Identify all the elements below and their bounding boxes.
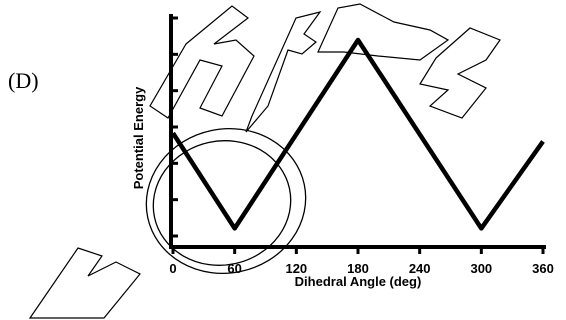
axes: 0 60 120 180 240 300 360 — [169, 14, 554, 276]
watermark-letter-5 — [419, 27, 501, 119]
y-axis-title: Potential Energy — [131, 86, 146, 189]
y-ticks — [171, 16, 178, 238]
watermark-letter-1 — [28, 247, 141, 319]
x-tick-label-300: 300 — [470, 261, 492, 276]
x-tick-label-180: 180 — [347, 261, 369, 276]
watermark-letter-4 — [317, 3, 450, 61]
watermark-letter-3 — [245, 11, 322, 133]
series-layer — [171, 37, 545, 231]
annotation-outer-ellipse — [145, 127, 307, 275]
x-tick-label-120: 120 — [285, 261, 307, 276]
watermark — [28, 3, 501, 319]
x-axis-title: Dihedral Angle (deg) — [295, 274, 422, 289]
annotation-inner-ellipse — [152, 140, 292, 266]
panel-label: (D) — [8, 68, 39, 93]
watermark-letter-2 — [149, 5, 255, 119]
x-tick-label-0: 0 — [169, 261, 176, 276]
circle-annotation — [145, 127, 307, 275]
x-ticks — [171, 247, 545, 254]
series-line-0 — [171, 37, 545, 231]
x-tick-label-240: 240 — [409, 261, 431, 276]
x-tick-label-360: 360 — [532, 261, 554, 276]
